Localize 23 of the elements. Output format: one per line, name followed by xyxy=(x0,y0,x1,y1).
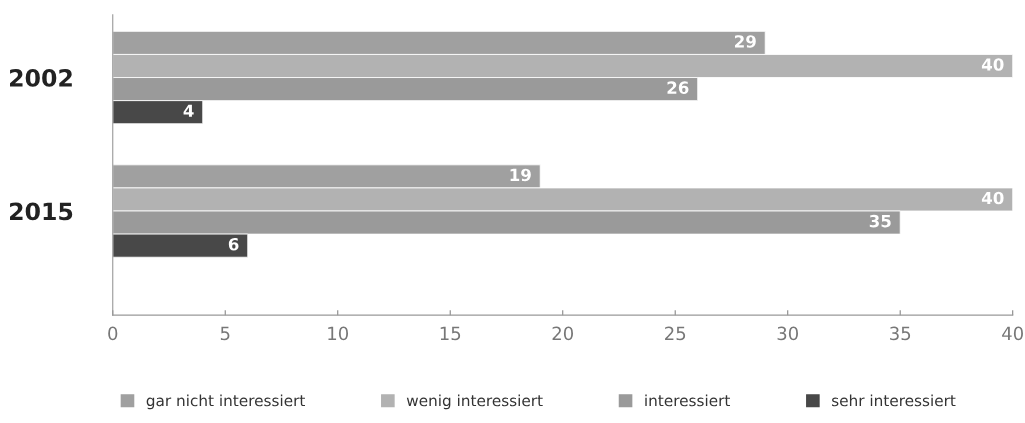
y-tick-label: 2002 xyxy=(10,68,72,87)
x-tick-label: 30 xyxy=(777,326,798,341)
x-tick-label: 25 xyxy=(665,326,686,341)
data-label: 40 xyxy=(981,191,1004,205)
data-label: 19 xyxy=(510,168,531,182)
data-label: 29 xyxy=(735,35,756,48)
data-label: 6 xyxy=(228,237,239,251)
x-tick-label: 10 xyxy=(328,326,349,341)
legend-label: gar nicht interessiert xyxy=(146,394,305,410)
legend-label: sehr interessiert xyxy=(832,394,956,407)
data-label: 4 xyxy=(183,104,194,117)
x-tick-label: 5 xyxy=(220,326,230,341)
x-tick-label: 15 xyxy=(440,326,461,341)
x-tick-label: 0 xyxy=(108,326,118,341)
y-tick-label: 2015 xyxy=(10,202,73,221)
data-label: 35 xyxy=(869,214,891,228)
data-label: 26 xyxy=(667,81,689,94)
x-tick-label: 35 xyxy=(890,326,911,341)
legend-label: interessiert xyxy=(645,394,731,407)
x-tick-label: 20 xyxy=(552,326,574,341)
legend-label: wenig interessiert xyxy=(406,394,543,410)
data-label: 40 xyxy=(981,58,1004,71)
x-tick-label: 40 xyxy=(1002,326,1023,341)
